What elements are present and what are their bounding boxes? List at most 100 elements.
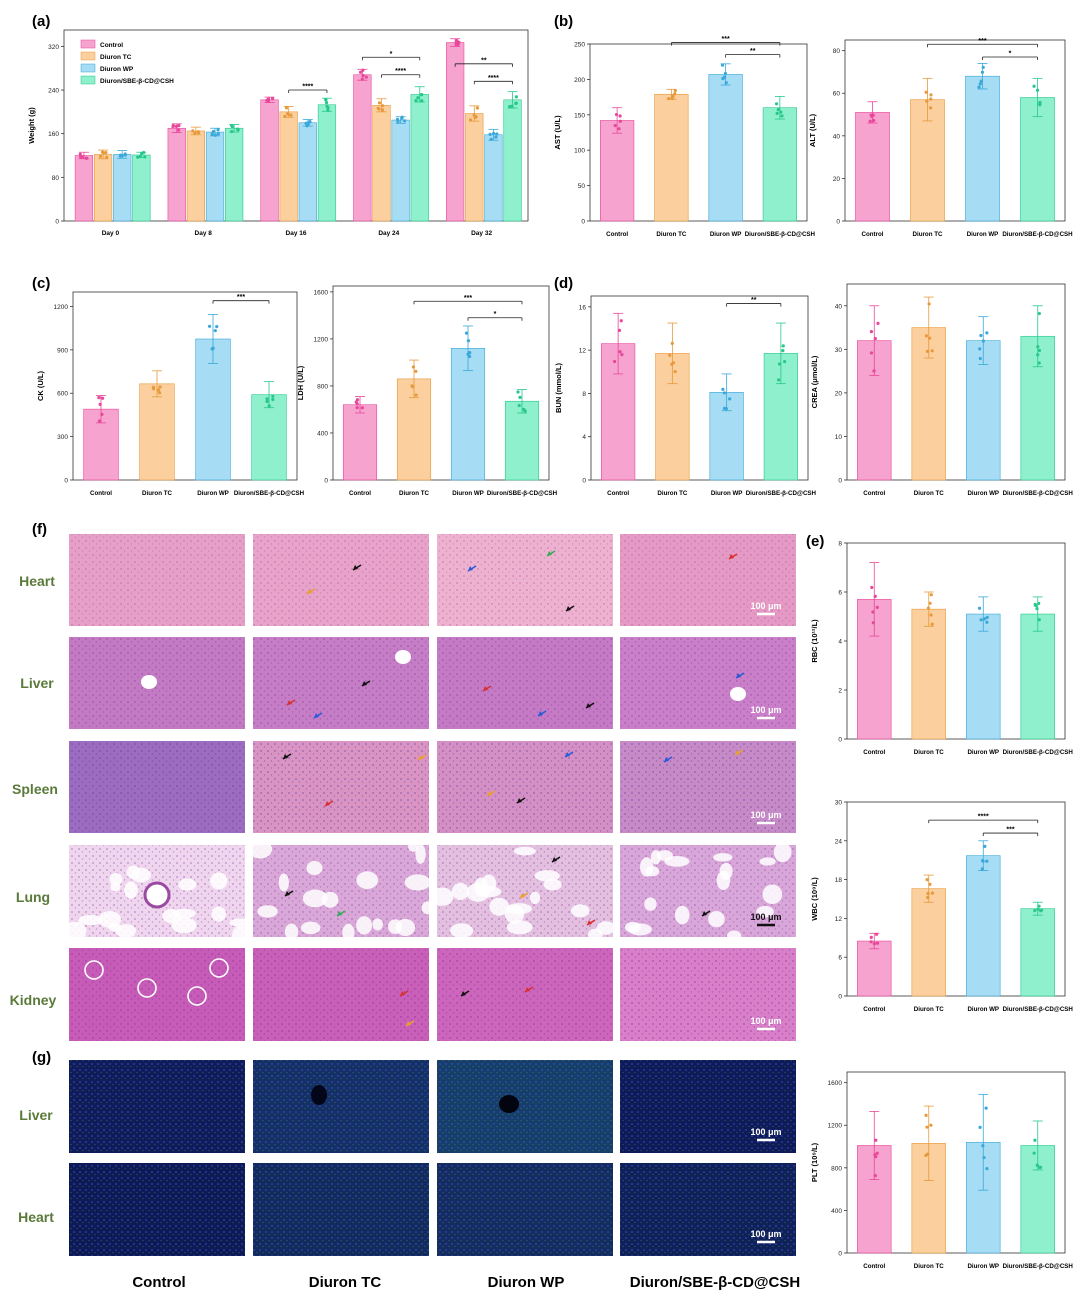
vessel-lumen (141, 675, 157, 689)
histology-image-heart-3 (620, 534, 796, 626)
ck-xtick-label-2: Diuron WP (197, 490, 229, 497)
rbc-2-point (985, 620, 989, 624)
chart-plt: 0 400 800 1200 1600 PLT (10⁹/L) Control Diuron … (810, 1071, 1073, 1270)
alveolus (124, 881, 138, 899)
rbc-0-point (871, 621, 875, 625)
scale-bar-fluorescence-heart-text: 100 μm (750, 1229, 781, 1239)
weight-0-1-point (105, 155, 109, 159)
tissue-texture (620, 534, 796, 626)
rbc-xtick-label-1: Diuron TC (914, 749, 944, 756)
weight-0-3-point (140, 151, 144, 156)
ck-3-point (265, 397, 269, 401)
wbc-1-point (926, 891, 930, 896)
arrowhead-kidney (525, 987, 530, 992)
fluorescence-image-heart-0 (69, 1163, 245, 1256)
alveolus (404, 874, 431, 891)
weight-1-1-bar (186, 130, 205, 222)
weight-0-3-point (143, 155, 147, 159)
weight-1-0-point (174, 124, 178, 129)
alveolus (430, 887, 454, 906)
arrowhead-spleen (418, 755, 423, 760)
wbc-ylabel: WBC (10⁹/L) (810, 877, 819, 921)
rbc-xtick-label-0: Control (863, 749, 885, 756)
fluorescence-texture (69, 1060, 245, 1153)
rbc-2-point (982, 617, 987, 621)
arrowhead-spleen (565, 752, 570, 757)
arrowhead-spleen (487, 791, 492, 796)
rbc-1-point (929, 593, 933, 597)
ast-2-point (724, 81, 728, 85)
weight-4-3-point (514, 95, 518, 99)
weight-0-0-bar (74, 155, 94, 222)
weight-2-2-point (307, 120, 312, 124)
histology-row-label-kidney: Kidney (10, 992, 57, 1008)
alt-0-point (869, 113, 873, 117)
ck-2-point (215, 325, 219, 329)
ldh-3-point (518, 395, 522, 399)
alveolus (644, 897, 657, 911)
plt-2-point (981, 1144, 985, 1148)
arrowhead-heart (566, 606, 571, 611)
alt-0-bar (855, 112, 890, 222)
bun-ytick-label-3: 12 (579, 348, 587, 355)
alt-3-point (1032, 84, 1036, 88)
ast-1-point (673, 92, 677, 96)
wbc-1-point (925, 878, 929, 882)
weight-4-0-point (455, 39, 459, 43)
bun-2-point (722, 391, 726, 395)
arrowhead-heart (468, 566, 473, 571)
crea-xtick-label-1: Diuron TC (914, 490, 944, 497)
plt-1-point (925, 1125, 929, 1129)
weight-1-sig-label: * (390, 51, 393, 58)
alveolus (306, 861, 323, 876)
scale-bar-liver-text: 100 μm (750, 705, 781, 715)
ck-2-point (213, 329, 217, 333)
weight-ytick-label-2: 160 (48, 131, 59, 138)
scale-bar-heart-text: 100 μm (750, 601, 781, 611)
weight-1-1-point (191, 129, 195, 133)
panel-label-a: (a) (32, 13, 50, 30)
weight-1-1-point (193, 131, 197, 135)
legend-swatch-0 (80, 39, 96, 49)
ldh-3-point (517, 403, 521, 408)
ast-0-sig-label: *** (722, 36, 730, 43)
weight-3-0-point (360, 77, 364, 81)
arrowhead-heart (307, 589, 312, 594)
weight-2-1-point (283, 114, 287, 118)
alveolus (302, 889, 328, 908)
legend-swatch-1 (80, 51, 96, 61)
wbc-3-point (1036, 907, 1040, 911)
legend-swatch-3 (80, 75, 96, 85)
ldh-1-point (414, 393, 418, 397)
weight-0-2-bar (113, 154, 132, 222)
tissue-texture (69, 637, 245, 729)
weight-2-2-point (304, 121, 308, 125)
ast-3-point (774, 102, 779, 106)
bun-3-point (783, 360, 787, 364)
arrowhead-spleen (283, 754, 288, 759)
ast-xtick-label-3: Diuron/SBE-β-CD@CSH (745, 231, 816, 238)
weight-0-0-point (78, 152, 82, 156)
alveolus (126, 865, 140, 879)
wbc-0-bar (857, 940, 892, 997)
bun-2-point (728, 397, 732, 401)
fluorescence-image-heart-2 (437, 1163, 613, 1256)
weight-1-2-point (211, 129, 215, 134)
crea-ytick-label-1: 10 (835, 434, 843, 441)
alveolus (356, 871, 379, 890)
rbc-ytick-label-1: 2 (838, 688, 842, 695)
rbc-1-point (929, 613, 933, 617)
panel-label-g: (g) (32, 1049, 51, 1066)
fluorescence-row-label-liver: Liver (19, 1107, 53, 1123)
wbc-2-point (983, 844, 987, 848)
weight-3-0-point (364, 75, 368, 79)
ck-0-sig-label: *** (237, 294, 245, 301)
weight-2-1-point (286, 112, 290, 116)
rbc-2-bar (966, 613, 1001, 740)
ldh-xtick-label-2: Diuron WP (452, 490, 484, 497)
alt-ylabel: ALT (U/L) (808, 113, 817, 147)
ldh-ytick-label-1: 400 (317, 430, 328, 437)
wbc-1-bar (911, 888, 946, 997)
arrowhead-liver (538, 711, 543, 716)
weight-3-2-bar (391, 119, 410, 222)
